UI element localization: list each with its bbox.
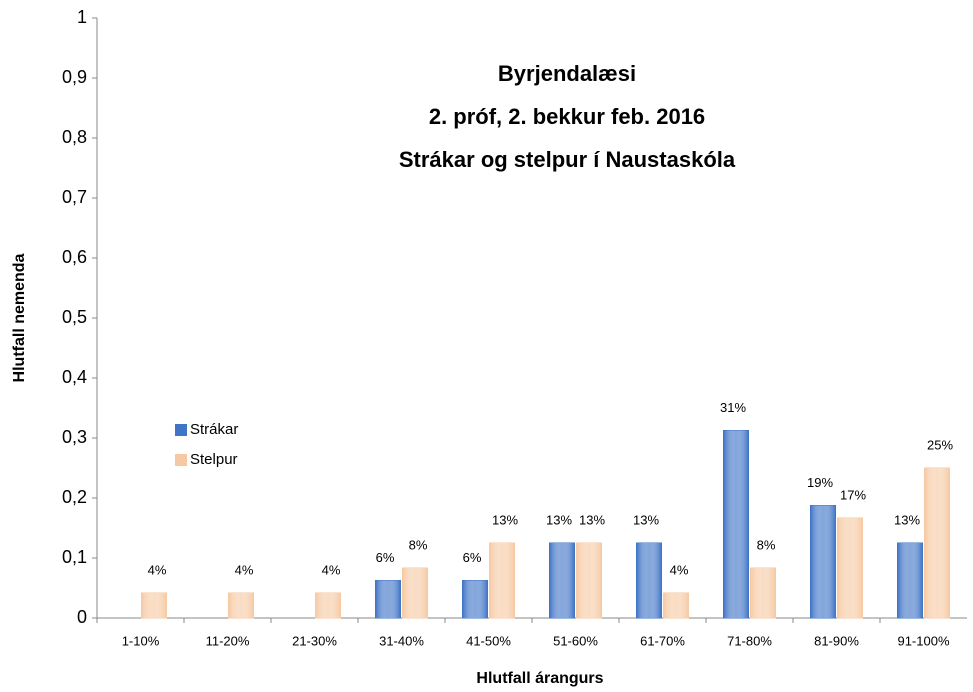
data-label: 17% [840, 487, 866, 502]
x-tick-label: 61-70% [640, 633, 685, 648]
data-label: 8% [757, 537, 776, 552]
x-tick-label: 11-20% [206, 633, 250, 648]
bar [489, 542, 515, 619]
chart-title: Byrjendalæsi [498, 61, 636, 86]
data-label: 4% [148, 562, 167, 577]
legend-swatch [175, 454, 187, 466]
bar [315, 592, 341, 619]
x-tick-label: 81-90% [814, 633, 859, 648]
x-tick-label: 51-60% [553, 633, 598, 648]
bar [663, 592, 689, 619]
legend-label: Stelpur [190, 451, 238, 468]
bar [402, 567, 428, 619]
bar [723, 430, 749, 619]
data-label: 13% [633, 512, 659, 527]
bar [375, 580, 401, 619]
bar [549, 542, 575, 619]
data-label: 13% [894, 512, 920, 527]
bar [576, 542, 602, 619]
data-label: 13% [579, 512, 605, 527]
y-tick-label: 0,3 [62, 427, 87, 447]
bar [462, 580, 488, 619]
y-tick-label: 0,6 [62, 247, 87, 267]
bar [924, 467, 950, 619]
y-tick-label: 0,5 [62, 307, 87, 327]
data-label: 25% [927, 437, 953, 452]
data-label: 31% [720, 400, 746, 415]
bar [837, 517, 863, 619]
y-tick-label: 0,8 [62, 127, 87, 147]
x-tick-label: 21-30% [292, 633, 337, 648]
bar [228, 592, 254, 619]
y-tick-label: 0 [77, 607, 87, 627]
bar [141, 592, 167, 619]
bar [636, 542, 662, 619]
y-tick-label: 0,2 [62, 487, 87, 507]
y-tick-label: 1 [77, 7, 87, 27]
data-label: 13% [546, 512, 572, 527]
chart-title: Strákar og stelpur í Naustaskóla [399, 147, 736, 172]
y-tick-label: 0,9 [62, 67, 87, 87]
bar [897, 542, 923, 619]
y-tick-label: 0,4 [62, 367, 87, 387]
data-label: 8% [409, 537, 428, 552]
y-axis-label: Hlutfall nemenda [11, 253, 28, 382]
data-label: 4% [322, 562, 341, 577]
x-tick-label: 71-80% [727, 633, 772, 648]
data-label: 6% [376, 550, 395, 565]
bar [810, 505, 836, 619]
y-tick-label: 0,1 [62, 547, 87, 567]
data-label: 4% [670, 562, 689, 577]
x-tick-label: 31-40% [379, 633, 424, 648]
x-axis-label: Hlutfall árangurs [476, 670, 603, 687]
x-tick-label: 91-100% [897, 633, 949, 648]
bar [750, 567, 776, 619]
x-tick-label: 41-50% [466, 633, 511, 648]
data-label: 13% [492, 512, 518, 527]
data-label: 19% [807, 475, 833, 490]
x-tick-label: 1-10% [122, 633, 160, 648]
y-tick-label: 0,7 [62, 187, 87, 207]
data-label: 4% [235, 562, 254, 577]
chart-title: 2. próf, 2. bekkur feb. 2016 [429, 104, 705, 129]
legend-swatch [175, 424, 187, 436]
data-label: 6% [463, 550, 482, 565]
legend-label: Strákar [190, 421, 238, 438]
